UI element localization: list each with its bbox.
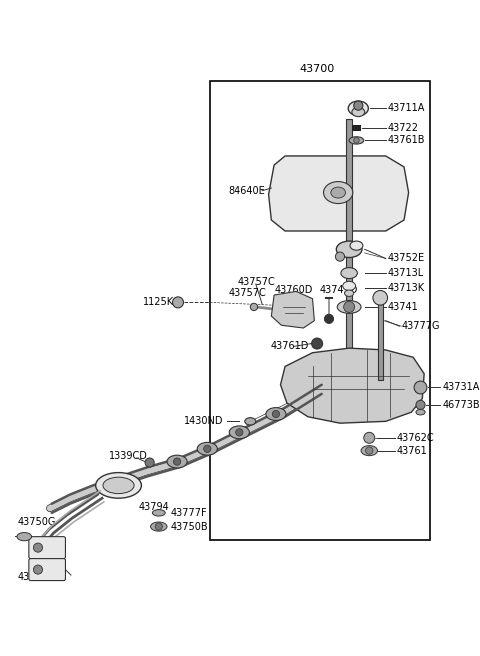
- Ellipse shape: [229, 426, 250, 439]
- Circle shape: [336, 252, 345, 261]
- Circle shape: [173, 458, 181, 465]
- Text: 43722: 43722: [387, 123, 419, 133]
- Text: 1339CD: 1339CD: [109, 451, 148, 461]
- Ellipse shape: [348, 101, 368, 115]
- Ellipse shape: [17, 533, 32, 541]
- Text: 84640E: 84640E: [228, 186, 265, 195]
- Bar: [347, 119, 352, 376]
- Ellipse shape: [167, 455, 187, 468]
- Text: 1430ND: 1430ND: [184, 417, 224, 426]
- Text: 43757C: 43757C: [238, 277, 275, 287]
- Text: 43762C: 43762C: [397, 433, 434, 443]
- Polygon shape: [271, 291, 314, 328]
- Circle shape: [250, 303, 258, 310]
- FancyBboxPatch shape: [29, 559, 65, 581]
- Circle shape: [34, 543, 43, 552]
- Ellipse shape: [331, 187, 346, 198]
- Ellipse shape: [341, 268, 358, 279]
- Ellipse shape: [345, 290, 354, 297]
- Text: 43713K: 43713K: [387, 283, 425, 293]
- Ellipse shape: [336, 241, 362, 258]
- Circle shape: [155, 523, 162, 530]
- Text: 43743D: 43743D: [320, 285, 358, 295]
- Circle shape: [236, 428, 243, 436]
- Ellipse shape: [352, 108, 365, 117]
- Text: 43761B: 43761B: [387, 135, 425, 146]
- Circle shape: [272, 411, 279, 418]
- Circle shape: [373, 291, 387, 305]
- Polygon shape: [269, 156, 408, 231]
- Ellipse shape: [361, 445, 377, 456]
- Ellipse shape: [416, 409, 425, 415]
- Ellipse shape: [197, 442, 217, 455]
- Text: 43700: 43700: [300, 64, 335, 73]
- Ellipse shape: [245, 418, 256, 425]
- Text: 43750G: 43750G: [18, 517, 56, 527]
- Polygon shape: [280, 348, 424, 423]
- Circle shape: [145, 458, 154, 467]
- Circle shape: [312, 338, 323, 349]
- Ellipse shape: [266, 407, 286, 420]
- Text: 43750B: 43750B: [171, 522, 208, 531]
- Text: 1125KG: 1125KG: [143, 297, 182, 308]
- Text: 43731A: 43731A: [443, 382, 480, 392]
- Text: 43794: 43794: [139, 502, 169, 512]
- Text: 43761D: 43761D: [270, 341, 309, 352]
- Circle shape: [324, 314, 334, 323]
- Text: 43752E: 43752E: [387, 253, 425, 264]
- Text: 43760D: 43760D: [274, 285, 312, 295]
- Text: 43761: 43761: [397, 445, 428, 456]
- FancyBboxPatch shape: [29, 537, 65, 559]
- Ellipse shape: [324, 182, 353, 203]
- Ellipse shape: [343, 281, 356, 291]
- Ellipse shape: [337, 300, 361, 314]
- Text: 43713L: 43713L: [387, 268, 424, 278]
- Text: 43777F: 43777F: [18, 572, 55, 582]
- Circle shape: [204, 445, 211, 453]
- Circle shape: [34, 565, 43, 574]
- Ellipse shape: [151, 522, 167, 531]
- Circle shape: [354, 138, 359, 143]
- Ellipse shape: [96, 472, 142, 498]
- Text: 43777F: 43777F: [171, 508, 207, 518]
- Circle shape: [414, 381, 427, 394]
- Ellipse shape: [103, 477, 134, 493]
- Text: 43777G: 43777G: [401, 321, 440, 331]
- Circle shape: [172, 297, 183, 308]
- Text: 43711A: 43711A: [387, 104, 425, 113]
- Text: 43741: 43741: [387, 302, 418, 312]
- Ellipse shape: [152, 510, 165, 516]
- Ellipse shape: [349, 136, 364, 144]
- Bar: [352, 125, 361, 131]
- Text: 43757C: 43757C: [228, 288, 266, 298]
- Circle shape: [366, 447, 373, 455]
- Ellipse shape: [350, 241, 363, 250]
- Circle shape: [344, 302, 355, 312]
- Bar: [378, 298, 383, 380]
- Circle shape: [416, 400, 425, 409]
- Text: 46773B: 46773B: [443, 400, 480, 410]
- Circle shape: [354, 101, 363, 110]
- Bar: [210, 81, 430, 541]
- Circle shape: [364, 432, 375, 443]
